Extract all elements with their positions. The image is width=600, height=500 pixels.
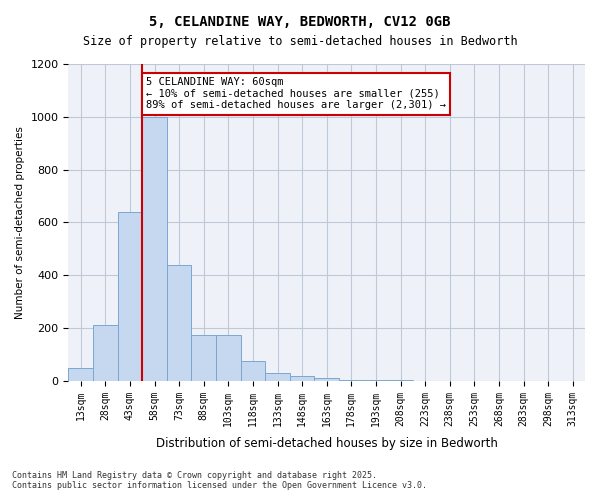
X-axis label: Distribution of semi-detached houses by size in Bedworth: Distribution of semi-detached houses by … — [156, 437, 497, 450]
Y-axis label: Number of semi-detached properties: Number of semi-detached properties — [15, 126, 25, 319]
Bar — [265, 373, 290, 381]
Bar — [118, 212, 142, 381]
Bar — [290, 376, 314, 381]
Bar — [191, 334, 216, 381]
Bar — [216, 334, 241, 381]
Bar — [142, 117, 167, 381]
Text: 5 CELANDINE WAY: 60sqm
← 10% of semi-detached houses are smaller (255)
89% of se: 5 CELANDINE WAY: 60sqm ← 10% of semi-det… — [146, 77, 446, 110]
Bar — [167, 264, 191, 381]
Text: Contains HM Land Registry data © Crown copyright and database right 2025.
Contai: Contains HM Land Registry data © Crown c… — [12, 470, 427, 490]
Bar — [93, 326, 118, 381]
Bar — [339, 380, 364, 381]
Bar — [68, 368, 93, 381]
Bar — [364, 380, 388, 381]
Bar — [314, 378, 339, 381]
Bar — [241, 361, 265, 381]
Bar — [388, 380, 413, 381]
Text: 5, CELANDINE WAY, BEDWORTH, CV12 0GB: 5, CELANDINE WAY, BEDWORTH, CV12 0GB — [149, 15, 451, 29]
Text: Size of property relative to semi-detached houses in Bedworth: Size of property relative to semi-detach… — [83, 35, 517, 48]
